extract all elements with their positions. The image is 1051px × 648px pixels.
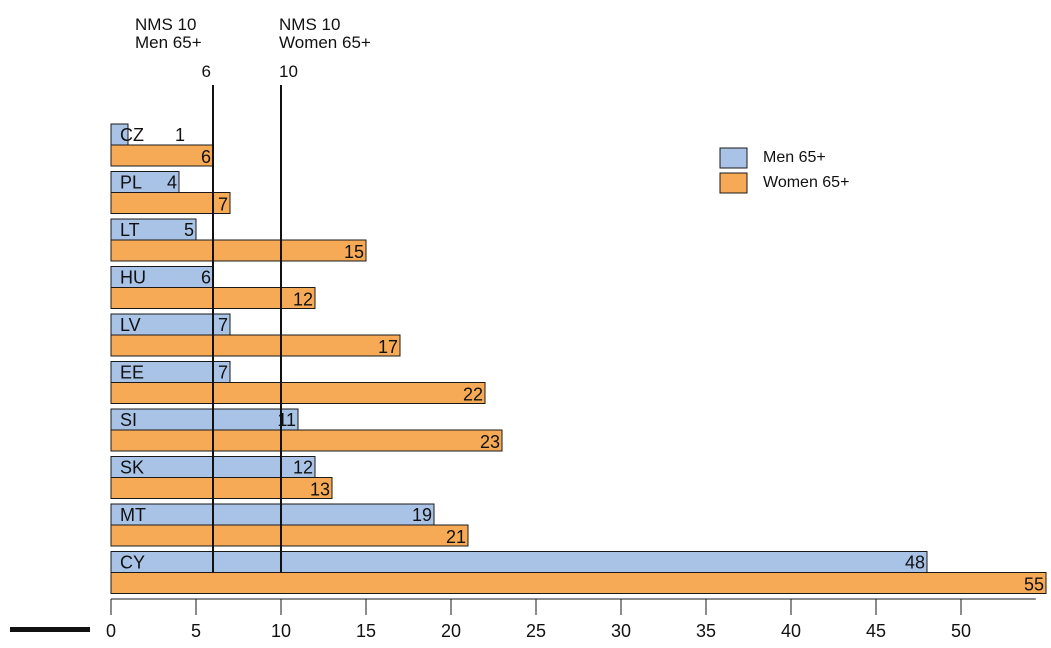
x-tick-label: 35 (696, 621, 716, 641)
legend-swatch-men (719, 147, 748, 169)
category-label: PL (120, 173, 142, 193)
data-label-men: 6 (201, 268, 211, 288)
category-label: EE (120, 363, 144, 383)
legend-label: Men 65+ (763, 149, 826, 166)
x-tick-label: 50 (951, 621, 971, 641)
data-label-women: 55 (1024, 575, 1044, 595)
x-tick-label: 30 (611, 621, 631, 641)
bar-men-cy (110, 551, 928, 573)
bar-women-si (110, 429, 503, 452)
bar-women-cy (110, 572, 1047, 594)
legend: Men 65+ Women 65+ (719, 147, 849, 194)
data-label-men: 4 (167, 173, 177, 193)
data-label-women: 7 (218, 195, 228, 215)
bar-women-ee (110, 382, 486, 404)
bar-women-pl (110, 192, 231, 214)
data-label-women: 22 (463, 385, 483, 405)
data-label-men: 12 (293, 458, 313, 478)
data-label-women: 23 (480, 432, 500, 452)
bars-layer (110, 123, 1047, 594)
category-label: LT (120, 220, 140, 240)
data-label-men: 5 (184, 220, 194, 240)
reference-line-title: Men 65+ (135, 33, 202, 52)
reference-line-title: Women 65+ (279, 33, 371, 52)
data-label-women: 6 (201, 147, 211, 167)
legend-swatch-women (719, 172, 748, 194)
reference-line-value: 10 (279, 62, 298, 81)
x-tick-label: 10 (271, 621, 291, 641)
decorative-bar-mark (10, 627, 90, 632)
x-tick-label: 5 (191, 621, 201, 641)
category-label: CZ (120, 125, 144, 145)
legend-label: Women 65+ (763, 174, 849, 191)
reference-line-title: NMS 10 (279, 15, 340, 34)
bar-women-cz (110, 144, 214, 167)
data-label-men: 48 (905, 553, 925, 573)
bar-women-lv (110, 334, 401, 357)
x-tick-label: 0 (106, 621, 116, 641)
category-label: SK (120, 458, 144, 478)
category-label: CY (120, 553, 145, 573)
data-label-men: 7 (218, 315, 228, 335)
data-label-women: 15 (344, 242, 364, 262)
bar-men-mt (110, 503, 435, 526)
data-label-men: 7 (218, 363, 228, 383)
bar-women-mt (110, 524, 469, 547)
x-tick-label: 40 (781, 621, 801, 641)
category-label: LV (120, 315, 141, 335)
data-label-women: 21 (446, 527, 466, 547)
data-label-men: 1 (175, 125, 185, 145)
bar-women-lt (110, 239, 367, 262)
category-label: HU (120, 268, 146, 288)
x-tick-label: 15 (356, 621, 376, 641)
x-tick-label: 25 (526, 621, 546, 641)
reference-line-title: NMS 10 (135, 15, 196, 34)
data-label-men: 11 (277, 410, 296, 430)
bar-men-si (110, 408, 299, 431)
data-label-women: 17 (378, 337, 398, 357)
data-label-women: 12 (293, 290, 313, 310)
x-tick-label: 20 (441, 621, 461, 641)
category-label: SI (120, 410, 137, 430)
x-tick-label: 45 (866, 621, 886, 641)
data-label-men: 19 (412, 505, 432, 525)
x-axis: 0 5 10 15 20 25 30 35 40 45 50 (10, 598, 1036, 641)
data-label-women: 13 (310, 480, 330, 500)
reference-line-value: 6 (202, 62, 211, 81)
bar-women-sk (110, 477, 333, 499)
category-label: MT (120, 505, 146, 525)
